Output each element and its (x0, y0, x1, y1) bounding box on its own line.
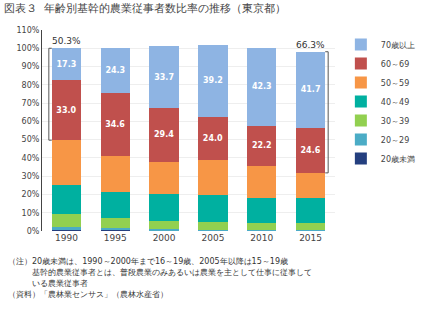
svg-text:2005: 2005 (201, 233, 224, 243)
svg-text:110%: 110% (17, 26, 40, 35)
svg-text:図表３ 年齢別基幹的農業従事者数比率の推移（東京都）: 図表３ 年齢別基幹的農業従事者数比率の推移（東京都） (4, 2, 286, 15)
svg-text:（資料）「農林業センサス」（農林水産省）: （資料）「農林業センサス」（農林水産省） (8, 290, 168, 299)
svg-text:20歳未満: 20歳未満 (381, 155, 415, 164)
svg-text:17.3: 17.3 (57, 60, 77, 69)
svg-text:41.7: 41.7 (301, 85, 321, 94)
svg-text:60%: 60% (22, 117, 40, 126)
svg-text:40%: 40% (22, 154, 40, 163)
svg-text:50%: 50% (22, 135, 40, 144)
svg-text:0%: 0% (27, 227, 40, 236)
svg-text:29.4: 29.4 (154, 130, 174, 139)
svg-text:70%: 70% (22, 99, 40, 108)
svg-text:20%: 20% (22, 190, 40, 199)
svg-text:1995: 1995 (104, 233, 127, 243)
svg-text:66.3%: 66.3% (296, 40, 325, 50)
svg-text:24.0: 24.0 (203, 134, 223, 143)
svg-text:いる農業従事者: いる農業従事者 (8, 279, 88, 288)
svg-text:60～69: 60～69 (381, 60, 409, 69)
svg-text:50～59: 50～59 (381, 79, 409, 88)
svg-text:22.2: 22.2 (252, 141, 272, 150)
svg-text:80%: 80% (22, 81, 40, 90)
svg-text:20～29: 20～29 (381, 136, 409, 145)
svg-text:2000: 2000 (153, 233, 176, 243)
svg-text:基幹的農業従事者とは、普段農業のみあるいは農業を主として仕事: 基幹的農業従事者とは、普段農業のみあるいは農業を主として仕事に従事して (8, 268, 312, 277)
svg-text:50.3%: 50.3% (52, 36, 81, 46)
svg-text:24.3: 24.3 (105, 66, 125, 75)
svg-text:34.6: 34.6 (105, 120, 125, 129)
svg-text:39.2: 39.2 (203, 76, 223, 85)
svg-text:10%: 10% (22, 209, 40, 218)
svg-text:2015: 2015 (299, 233, 322, 243)
svg-text:30%: 30% (22, 172, 40, 181)
svg-text:100%: 100% (17, 44, 40, 53)
svg-text:42.3: 42.3 (252, 82, 272, 91)
svg-text:70歳以上: 70歳以上 (381, 41, 415, 50)
svg-text:2010: 2010 (250, 233, 273, 243)
svg-text:33.7: 33.7 (154, 73, 174, 82)
svg-text:24.6: 24.6 (300, 146, 320, 155)
svg-text:1990: 1990 (55, 233, 78, 243)
svg-text:40～49: 40～49 (381, 98, 409, 107)
svg-text:30～39: 30～39 (381, 117, 409, 126)
svg-text:90%: 90% (22, 62, 40, 71)
svg-text:33.0: 33.0 (56, 106, 76, 115)
svg-text:（注）20歳未満は、1990～2000年まで16～19歳、2: （注）20歳未満は、1990～2000年まで16～19歳、2005年以降は15～… (8, 257, 288, 266)
